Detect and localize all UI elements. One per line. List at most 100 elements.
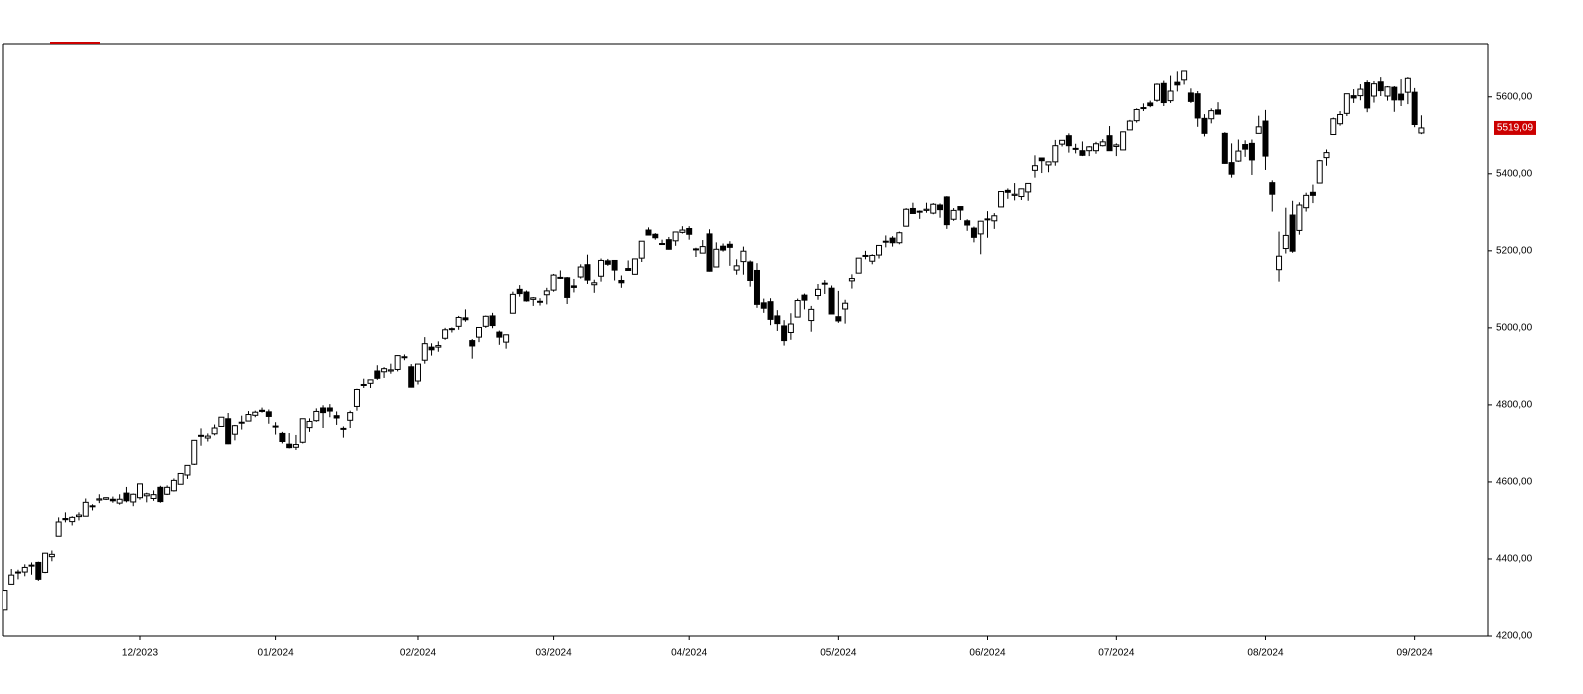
- candle-body: [3, 590, 8, 611]
- candle-body: [781, 325, 788, 342]
- candle-body: [774, 315, 781, 325]
- candle-body: [408, 366, 415, 388]
- y-tick-label: 4800,00: [1496, 400, 1533, 411]
- candle-body: [645, 229, 652, 236]
- candle-body: [726, 243, 733, 248]
- candle-body: [699, 246, 706, 254]
- candle-body: [489, 315, 496, 327]
- candle-body: [1248, 142, 1255, 161]
- candle-body: [1167, 90, 1174, 102]
- candle-body: [177, 472, 184, 485]
- candle-body: [1120, 131, 1127, 151]
- candle-body: [1045, 161, 1052, 166]
- candle-body: [1289, 214, 1296, 252]
- candle-body: [882, 240, 889, 243]
- x-tick-label: 03/2024: [536, 648, 573, 659]
- candle-body: [991, 215, 998, 222]
- candle-body: [1377, 81, 1384, 92]
- candle-body: [28, 564, 35, 567]
- candle-body: [286, 443, 293, 449]
- candle-body: [313, 410, 320, 422]
- candle-body: [733, 265, 740, 271]
- candle-body: [1255, 126, 1262, 134]
- candle-body: [577, 266, 584, 278]
- candle-body: [279, 432, 286, 442]
- x-tick-label: 01/2024: [258, 648, 295, 659]
- x-tick-label: 05/2024: [820, 648, 857, 659]
- candle-body: [876, 244, 883, 256]
- candle-body: [916, 210, 923, 213]
- candle-body: [977, 220, 984, 235]
- candle-body: [862, 254, 869, 257]
- candle-body: [394, 355, 401, 370]
- candle-body: [1072, 147, 1079, 150]
- candle-body: [96, 498, 103, 501]
- candle-body: [808, 308, 815, 322]
- candle-body: [1160, 82, 1167, 104]
- candle-body: [191, 439, 198, 465]
- candle-body: [1126, 120, 1133, 131]
- candle-body: [1262, 120, 1269, 157]
- candle-body: [1303, 194, 1310, 209]
- candle-body: [1038, 157, 1045, 162]
- candle-body: [1154, 83, 1160, 101]
- candle-body: [1242, 144, 1249, 150]
- candle-body: [842, 302, 849, 310]
- candle-body: [1309, 191, 1316, 196]
- candle-body: [1316, 160, 1323, 184]
- candle-body: [665, 239, 672, 250]
- candle-body: [1018, 188, 1025, 198]
- candle-body: [584, 264, 591, 281]
- candle-body: [333, 415, 340, 419]
- candle-body: [530, 297, 537, 300]
- candle-body: [970, 227, 977, 238]
- candle-body: [1140, 107, 1147, 110]
- candle-body: [1099, 141, 1106, 147]
- candle-body: [414, 363, 421, 382]
- candle-body: [137, 483, 143, 499]
- candle-body: [1350, 95, 1357, 99]
- candle-body: [686, 227, 693, 235]
- candle-body: [1357, 88, 1364, 97]
- candle-body: [428, 346, 435, 351]
- candle-body: [625, 268, 632, 271]
- y-tick-label: 5600,00: [1496, 91, 1533, 102]
- candle-body: [130, 493, 137, 503]
- x-tick-label: 04/2024: [671, 648, 708, 659]
- candle-body: [1235, 150, 1242, 162]
- candle-body: [1296, 204, 1303, 231]
- candle-body: [1086, 146, 1093, 152]
- candle-body: [367, 379, 374, 384]
- candle-body: [1364, 82, 1371, 109]
- candle-body: [1031, 165, 1038, 171]
- candle-body: [476, 326, 482, 338]
- candle-body: [455, 316, 462, 327]
- candle-body: [299, 418, 306, 443]
- candle-body: [1106, 135, 1113, 152]
- candle-body: [1398, 93, 1405, 101]
- candle-body: [469, 340, 476, 347]
- candle-body: [89, 505, 96, 508]
- candle-body: [523, 291, 530, 302]
- candle-body: [1208, 110, 1215, 120]
- candle-body: [1323, 152, 1330, 159]
- candle-body: [713, 248, 720, 268]
- candle-body: [1025, 182, 1032, 193]
- candle-body: [62, 518, 69, 521]
- candle-body: [638, 240, 645, 259]
- candle-body: [1059, 139, 1066, 145]
- candle-body: [218, 416, 225, 427]
- candle-body: [265, 411, 272, 417]
- x-tick-label: 12/2023: [122, 648, 159, 659]
- candle-body: [435, 345, 442, 348]
- candle-body: [164, 486, 171, 495]
- candle-body: [720, 245, 727, 251]
- candle-body: [1194, 93, 1201, 119]
- candle-body: [225, 418, 232, 445]
- candle-body: [1276, 255, 1283, 271]
- candle-body: [943, 196, 950, 226]
- candle-body: [828, 287, 835, 315]
- candle-body: [869, 254, 876, 262]
- last-price-label: 5519,09: [1497, 123, 1534, 134]
